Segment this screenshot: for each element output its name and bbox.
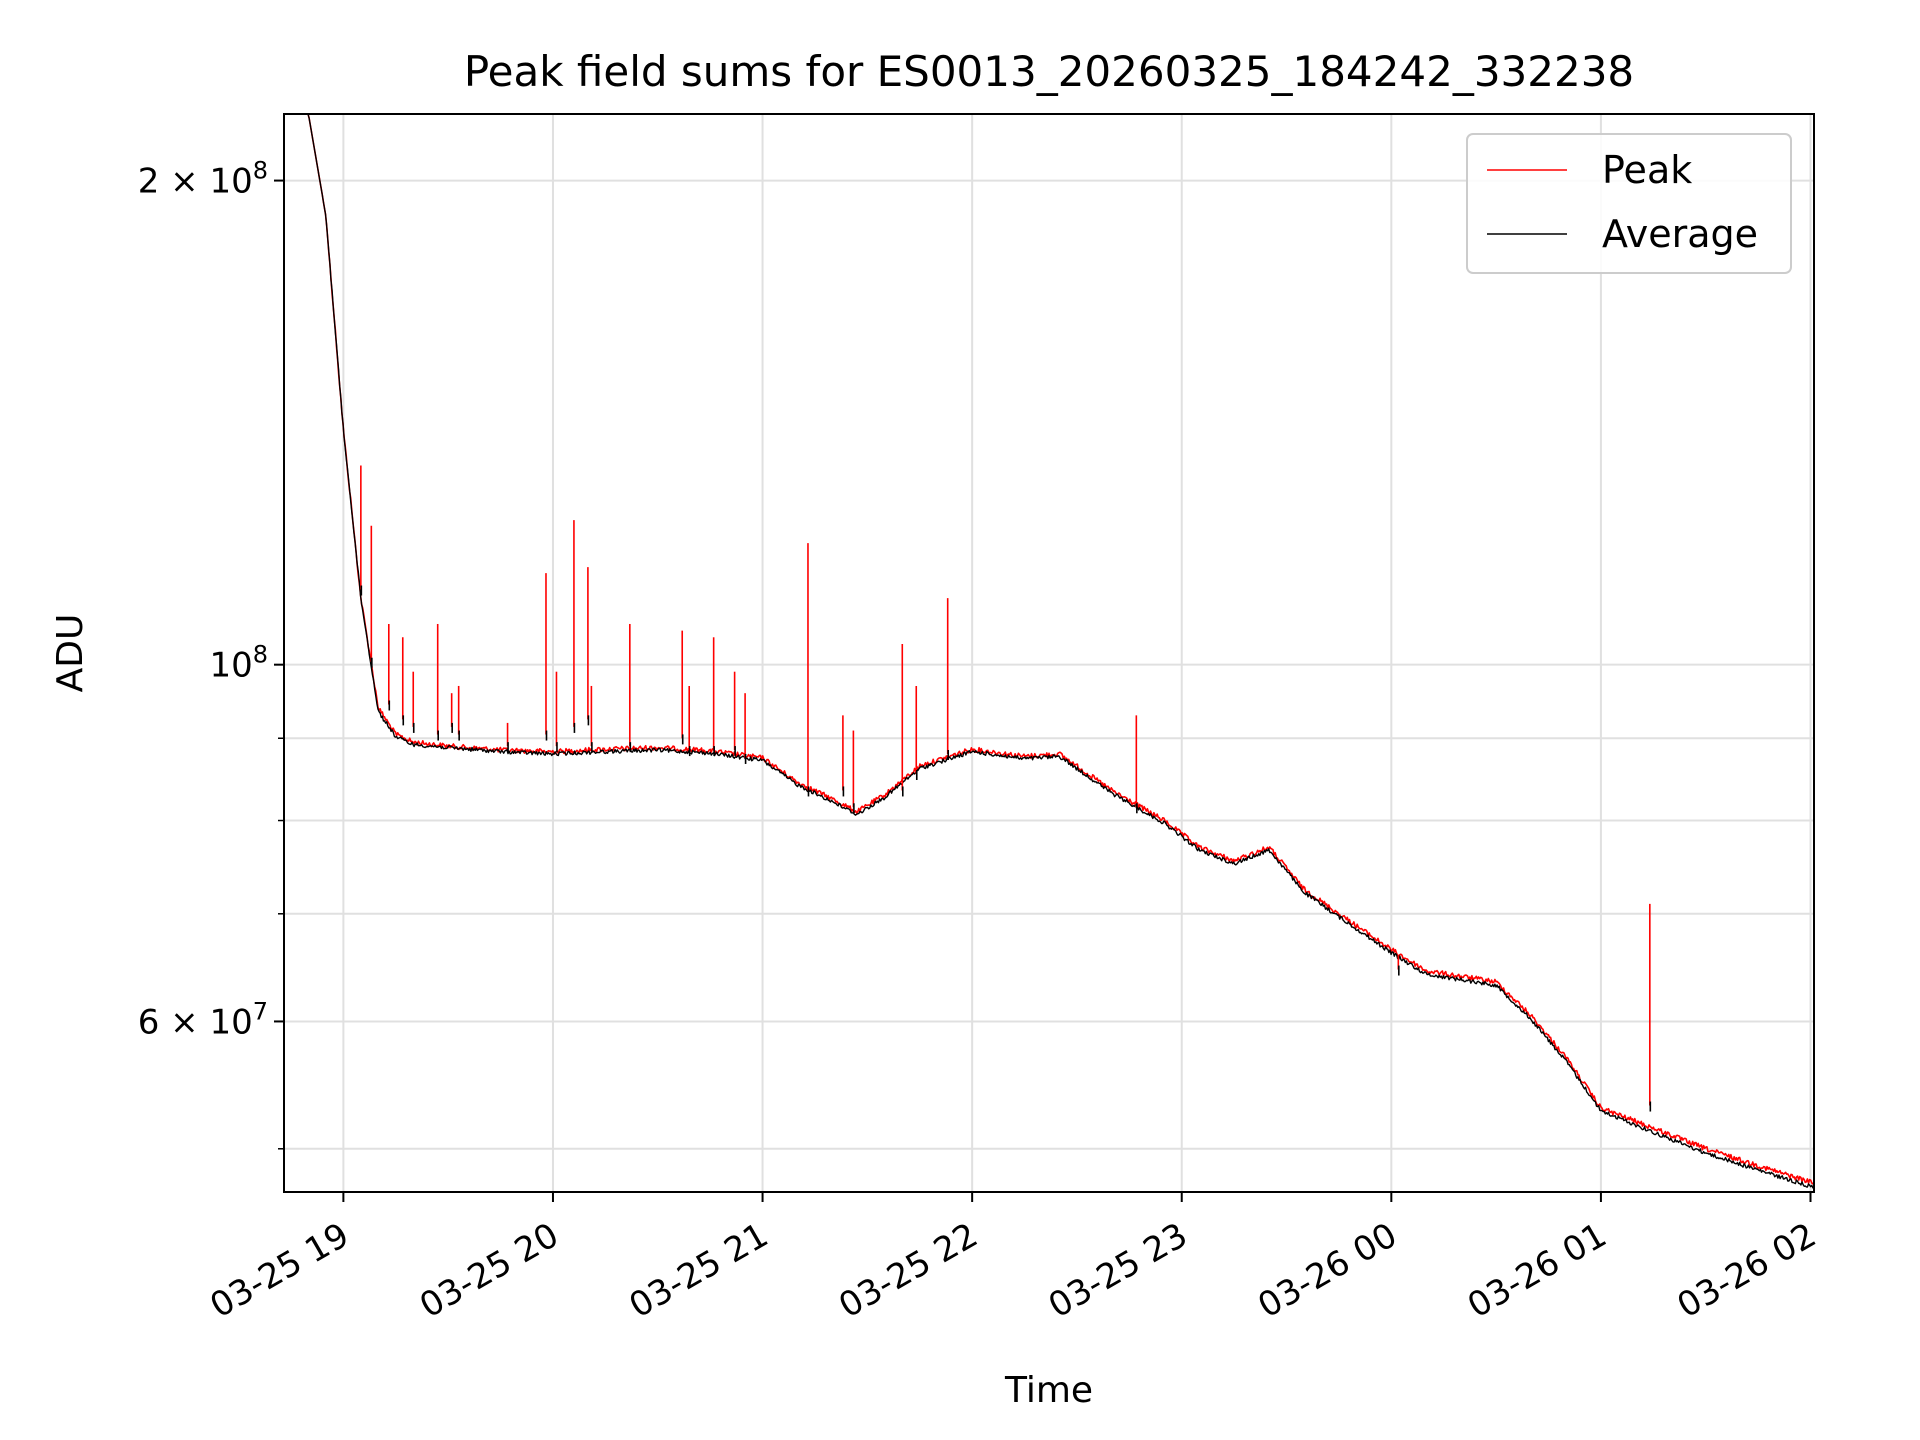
legend: Peak Average	[1466, 133, 1792, 274]
legend-average-label: Average	[1602, 212, 1758, 256]
legend-box	[1466, 133, 1792, 274]
y-tick-label: 6 × 107	[138, 997, 268, 1042]
plot-frame	[283, 113, 1815, 1193]
series-layer	[284, 113, 1815, 1189]
legend-peak-label: Peak	[1602, 148, 1692, 192]
series-line-average	[284, 113, 1815, 1189]
y-axis: 2 × 108 108 6 × 107	[138, 157, 284, 1150]
grid	[284, 114, 1814, 1192]
x-axis-label: Time	[1004, 1370, 1093, 1411]
y-tick-label: 108	[209, 641, 268, 686]
y-axis-label: ADU	[50, 614, 91, 693]
series-line-peak	[284, 113, 1815, 1185]
chart-title: Peak field sums for ES0013_20260325_1842…	[464, 47, 1634, 96]
y-tick-label: 2 × 108	[138, 157, 268, 202]
